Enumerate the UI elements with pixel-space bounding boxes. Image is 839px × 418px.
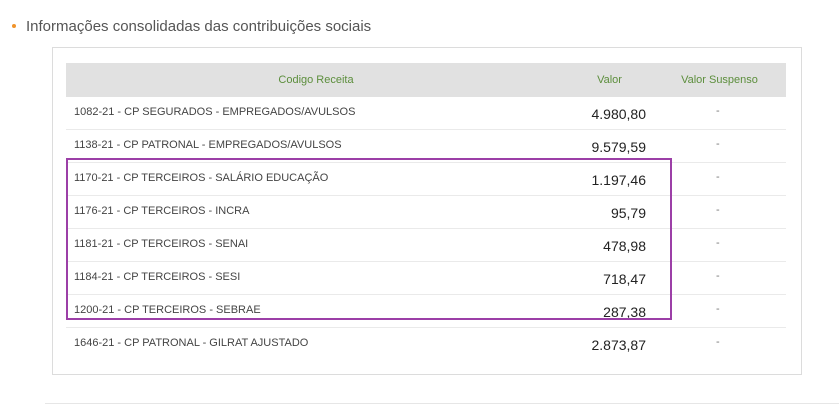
table-row: 1184-21 - CP TERCEIROS - SESI 718,47 -: [66, 262, 786, 295]
table-row: 1646-21 - CP PATRONAL - GILRAT AJUSTADO …: [66, 328, 786, 360]
row-valor: 287,38: [603, 304, 646, 320]
header-codigo-receita: Codigo Receita: [278, 74, 354, 86]
header-valor-suspenso: Valor Suspenso: [681, 74, 758, 86]
contributions-panel: Codigo Receita Valor Valor Suspenso 1082…: [52, 47, 802, 375]
row-valor: 478,98: [603, 238, 646, 254]
header-valor: Valor: [597, 74, 622, 86]
row-valor-suspenso: -: [716, 237, 720, 249]
table-row: 1082-21 - CP SEGURADOS - EMPREGADOS/AVUL…: [66, 97, 786, 130]
row-code: 1200-21 - CP TERCEIROS - SEBRAE: [74, 304, 261, 316]
row-code: 1138-21 - CP PATRONAL - EMPREGADOS/AVULS…: [74, 139, 342, 151]
table-row: 1181-21 - CP TERCEIROS - SENAI 478,98 -: [66, 229, 786, 262]
row-code: 1176-21 - CP TERCEIROS - INCRA: [74, 205, 250, 217]
section-header: Informações consolidadas das contribuiçõ…: [12, 14, 371, 38]
divider: [45, 403, 839, 404]
row-valor-suspenso: -: [716, 138, 720, 150]
row-valor-suspenso: -: [716, 204, 720, 216]
row-valor-suspenso: -: [716, 270, 720, 282]
section-title: Informações consolidadas das contribuiçõ…: [26, 17, 372, 35]
row-valor: 1.197,46: [591, 172, 647, 188]
row-valor: 9.579,59: [591, 139, 647, 155]
row-valor: 2.873,87: [591, 337, 647, 353]
table-row: 1138-21 - CP PATRONAL - EMPREGADOS/AVULS…: [66, 130, 786, 163]
row-valor-suspenso: -: [716, 171, 720, 183]
row-valor-suspenso: -: [716, 303, 720, 315]
row-code: 1646-21 - CP PATRONAL - GILRAT AJUSTADO: [74, 337, 309, 349]
row-valor: 95,79: [610, 205, 646, 221]
row-valor: 4.980,80: [591, 106, 647, 122]
bullet-icon: [12, 24, 16, 28]
table-header: Codigo Receita Valor Valor Suspenso: [66, 63, 786, 97]
row-code: 1082-21 - CP SEGURADOS - EMPREGADOS/AVUL…: [74, 106, 356, 118]
table-row: 1176-21 - CP TERCEIROS - INCRA 95,79 -: [66, 196, 786, 229]
row-valor-suspenso: -: [716, 336, 720, 348]
row-code: 1170-21 - CP TERCEIROS - SALÁRIO EDUCAÇÃ…: [74, 172, 329, 184]
row-code: 1181-21 - CP TERCEIROS - SENAI: [74, 238, 249, 250]
table-row: 1170-21 - CP TERCEIROS - SALÁRIO EDUCAÇÃ…: [66, 163, 786, 196]
row-valor-suspenso: -: [716, 105, 720, 117]
row-valor: 718,47: [603, 271, 646, 287]
contributions-table: Codigo Receita Valor Valor Suspenso 1082…: [66, 63, 786, 360]
table-row: 1200-21 - CP TERCEIROS - SEBRAE 287,38 -: [66, 295, 786, 328]
row-code: 1184-21 - CP TERCEIROS - SESI: [74, 271, 241, 283]
